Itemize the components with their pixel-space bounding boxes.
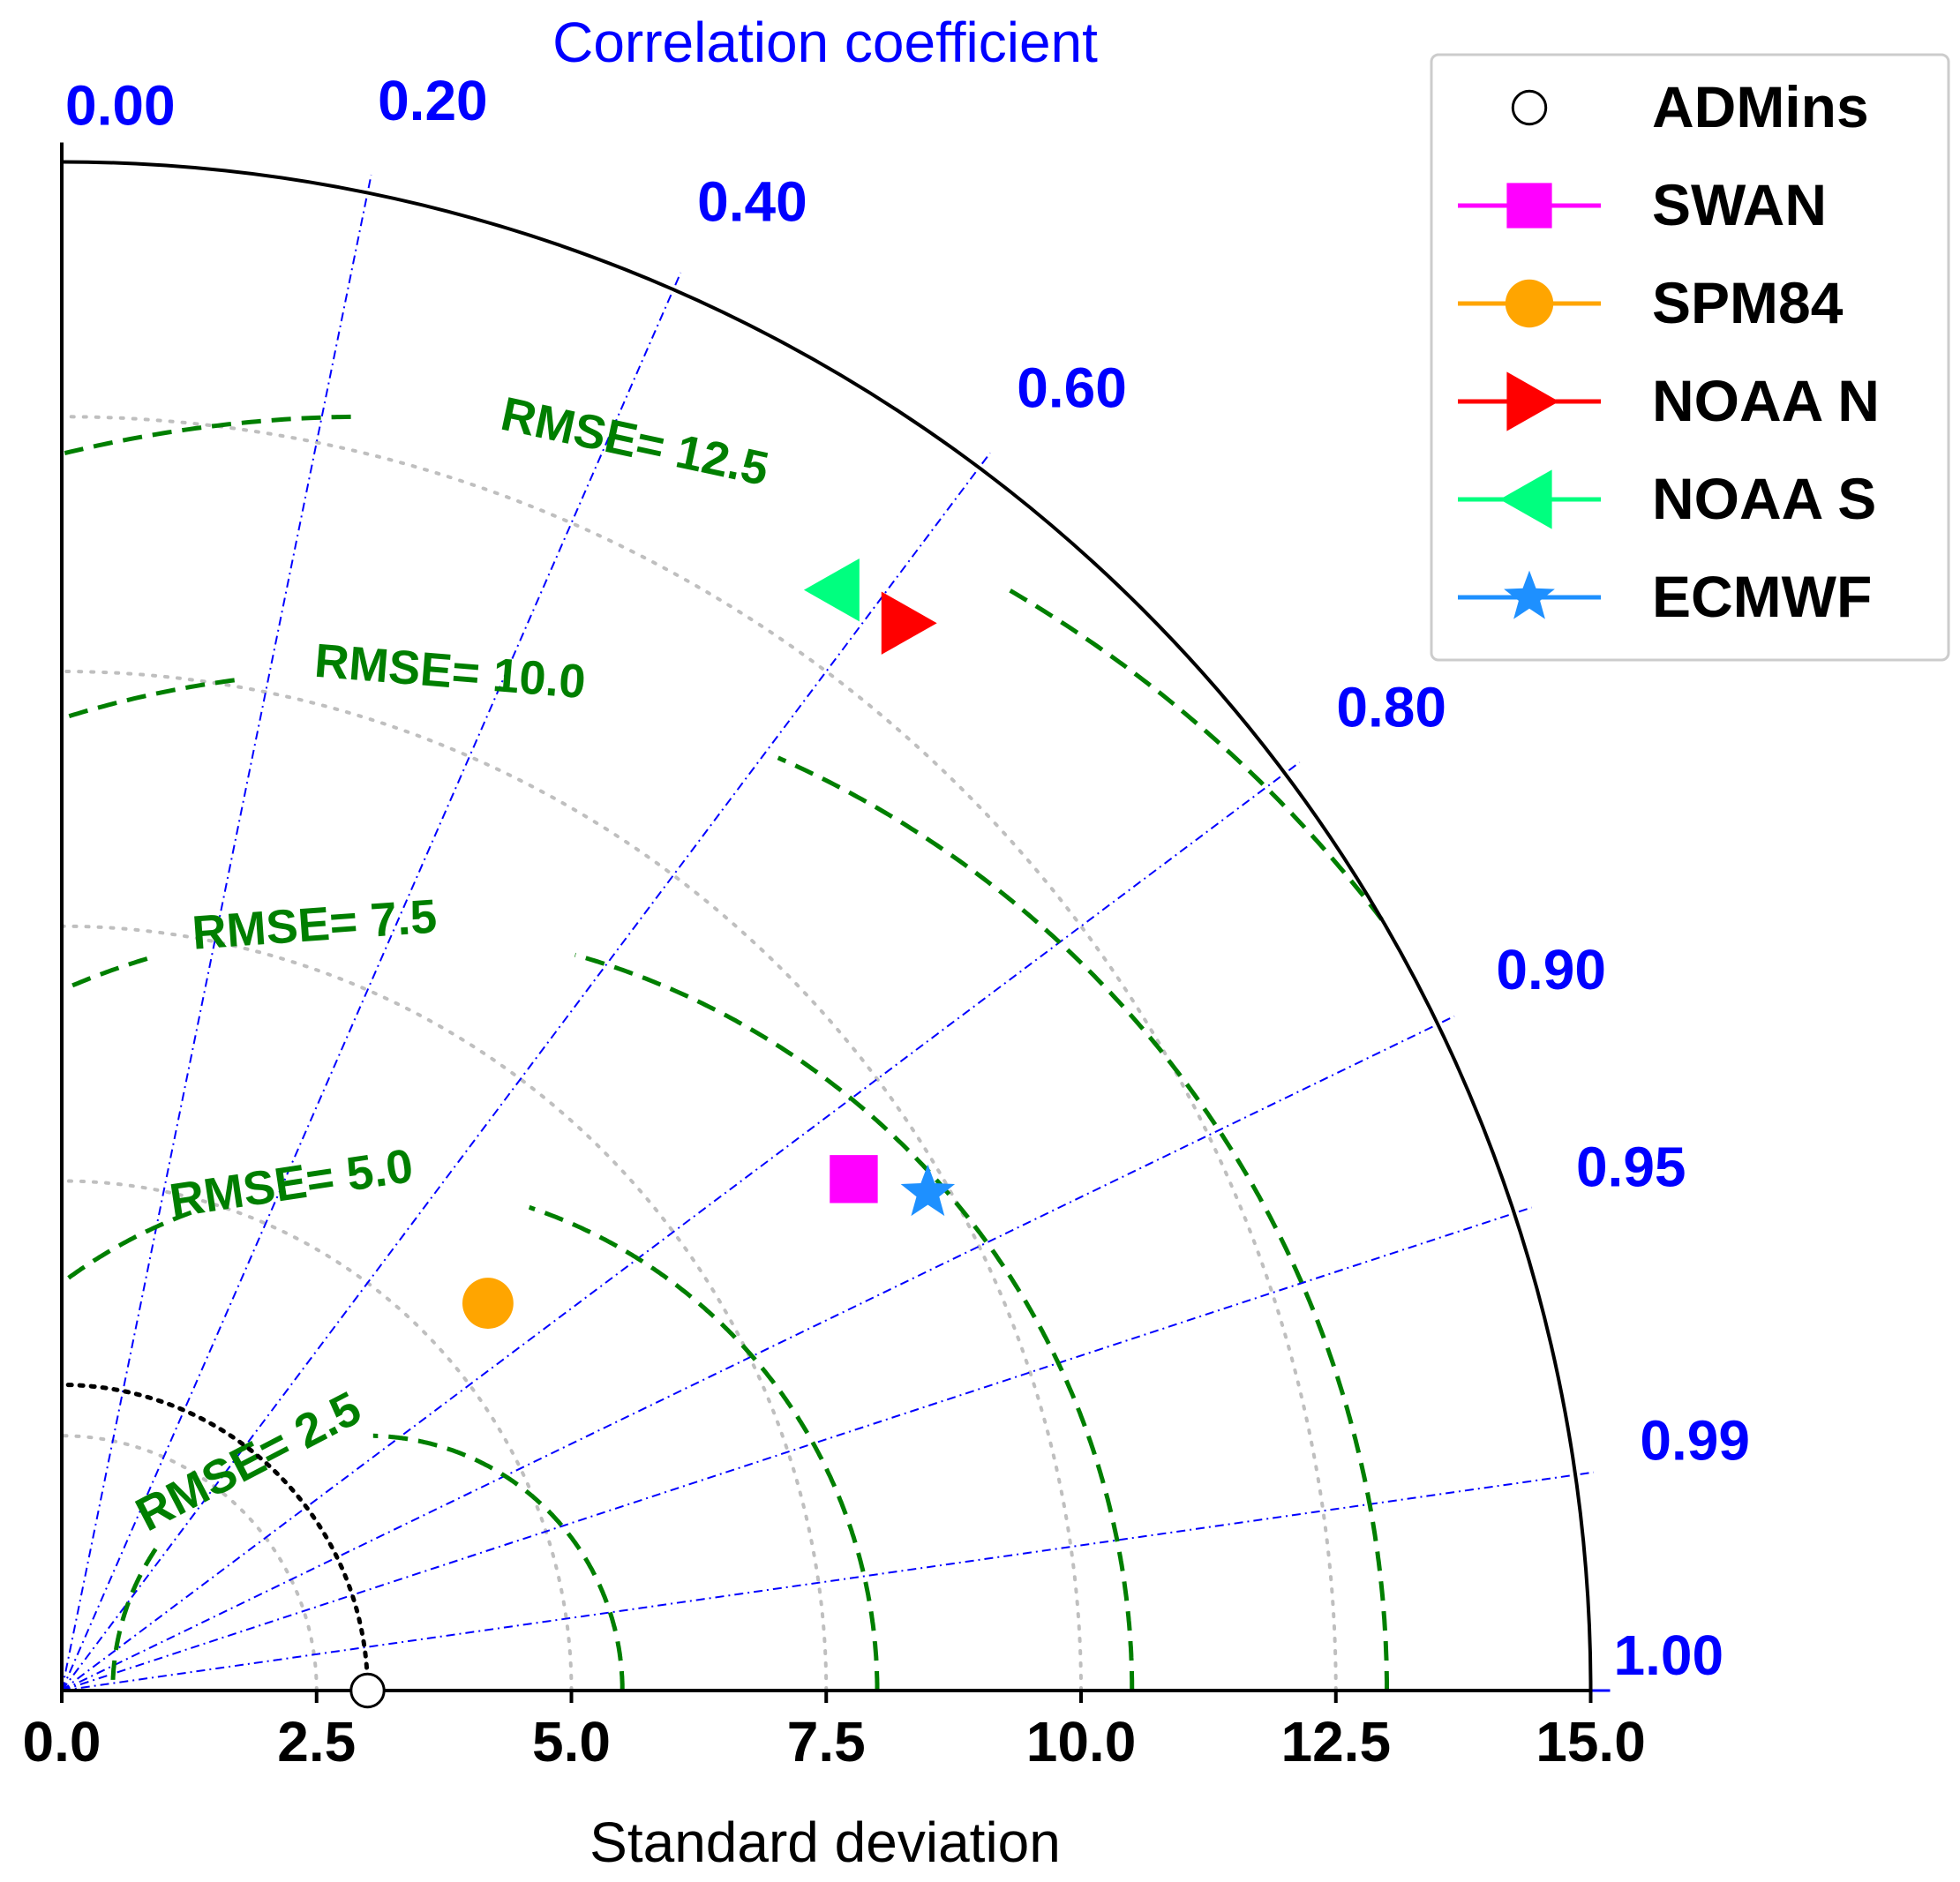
correlation-ray xyxy=(61,174,372,1691)
correlation-tick-label: 1.00 xyxy=(1614,1623,1724,1687)
rmse-contour-label: RMSE= 10.0 xyxy=(312,634,587,709)
x-axis-label: Standard deviation xyxy=(590,1811,1061,1874)
outer-arc xyxy=(61,160,1593,1691)
correlation-tick-label: 0.20 xyxy=(378,69,488,132)
reference-arc xyxy=(59,1383,370,1693)
correlation-labels: 0.00 0.20 0.40 0.60 0.80 0.90 0.95 0.99 1.00 xyxy=(65,69,1750,1687)
correlation-ray xyxy=(61,1015,1455,1691)
legend: ADMins SWAN SPM84 NOAA N NOAA S ECMWF xyxy=(1430,53,1950,662)
data-point-admins xyxy=(349,1672,386,1709)
correlation-tick-label: 0.00 xyxy=(65,74,176,138)
legend-marker xyxy=(1504,570,1555,619)
correlation-ray xyxy=(61,1206,1532,1691)
data-points xyxy=(349,558,956,1709)
x-tick-labels: 0.0 2.5 5.0 7.5 10.0 12.5 15.0 xyxy=(23,1691,1646,1773)
rmse-contours: RMSE= 2.5 RMSE= 5.0 RMSE= 7.5 RMSE= 10.0 RMS… xyxy=(61,387,1389,1691)
legend-marker xyxy=(1511,89,1548,126)
rmse-contour-label: RMSE= 12.5 xyxy=(497,387,773,496)
data-point-noaa-s xyxy=(803,558,860,622)
rmse-contour xyxy=(64,414,351,456)
legend-label: ECMWF xyxy=(1652,564,1872,629)
std-grid-arc xyxy=(60,1434,319,1692)
rmse-contour-label: RMSE= 7.5 xyxy=(191,889,439,959)
std-grid-arc xyxy=(60,924,829,1692)
legend-marker xyxy=(1506,183,1552,229)
legend-marker xyxy=(1505,279,1554,328)
chart-title: Correlation coefficient xyxy=(552,11,1098,74)
x-tick-label: 15.0 xyxy=(1536,1710,1646,1773)
correlation-ray xyxy=(61,1471,1594,1691)
legend-label: SWAN xyxy=(1652,172,1827,237)
correlation-tick-label: 0.40 xyxy=(697,170,807,234)
rmse-contour-label: RMSE= 2.5 xyxy=(128,1382,370,1541)
rmse-contour-label: RMSE= 5.0 xyxy=(166,1139,416,1227)
data-point-swan xyxy=(830,1155,878,1203)
rmse-contour xyxy=(110,1548,158,1691)
rmse-contour xyxy=(62,956,148,992)
x-tick-label: 5.0 xyxy=(532,1710,611,1773)
rmse-contour xyxy=(1003,585,1384,921)
correlation-tick-label: 0.95 xyxy=(1576,1136,1686,1199)
correlation-tick-label: 0.90 xyxy=(1496,938,1606,1001)
rmse-contour xyxy=(574,952,1135,1691)
std-grid-arc xyxy=(60,670,1083,1692)
rmse-contour xyxy=(372,1433,625,1691)
rmse-contour xyxy=(777,755,1389,1691)
correlation-tick-label: 0.99 xyxy=(1640,1409,1750,1473)
data-point-noaa-n xyxy=(881,591,937,655)
data-point-ecmwf xyxy=(900,1164,956,1217)
x-tick-label: 0.0 xyxy=(23,1710,101,1773)
x-tick-label: 2.5 xyxy=(277,1710,356,1773)
rmse-contour xyxy=(61,1210,192,1285)
correlation-ray xyxy=(61,452,991,1691)
legend-label: NOAA N xyxy=(1652,368,1880,433)
x-tick-label: 12.5 xyxy=(1280,1710,1391,1773)
legend-marker xyxy=(1499,469,1552,529)
std-grid-arc xyxy=(60,415,1338,1692)
legend-marker xyxy=(1506,371,1559,431)
correlation-rays xyxy=(60,142,1611,1692)
x-tick-label: 10.0 xyxy=(1026,1710,1137,1773)
reference-std-arc xyxy=(59,1383,370,1693)
data-point-spm84 xyxy=(462,1278,514,1329)
rmse-contour xyxy=(64,678,235,720)
correlation-tick-label: 0.60 xyxy=(1017,356,1127,420)
x-tick-label: 7.5 xyxy=(787,1710,866,1773)
legend-label: SPM84 xyxy=(1652,270,1844,335)
legend-label: NOAA S xyxy=(1652,466,1876,531)
correlation-tick-label: 0.80 xyxy=(1336,676,1446,739)
correlation-ray xyxy=(61,761,1301,1691)
std-grid-arc xyxy=(60,1179,574,1692)
std-grid xyxy=(60,415,1338,1692)
correlation-ray xyxy=(61,272,682,1691)
legend-label: ADMins xyxy=(1652,74,1869,139)
rmse-contour xyxy=(528,1204,880,1691)
